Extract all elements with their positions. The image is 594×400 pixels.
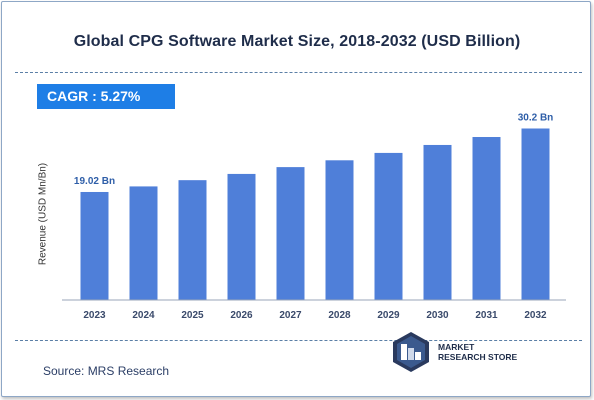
- data-label-2023: 19.02 Bn: [74, 176, 115, 187]
- bar-2024: [129, 186, 158, 300]
- top-divider: [15, 72, 582, 73]
- x-tick-2029: 2029: [377, 310, 400, 321]
- x-tick-2028: 2028: [328, 310, 351, 321]
- cagr-badge: CAGR : 5.27%: [37, 84, 175, 109]
- bar-2032: [521, 128, 550, 300]
- chart-title: Global CPG Software Market Size, 2018-20…: [73, 33, 521, 50]
- data-label-2032: 30.2 Bn: [518, 112, 554, 123]
- logo-line-1: MARKET: [438, 342, 475, 352]
- logo-line-2: RESEARCH STORE: [438, 352, 518, 362]
- market-research-store-logo-icon: [393, 332, 429, 372]
- bar-2031: [472, 137, 501, 300]
- x-tick-2026: 2026: [230, 310, 253, 321]
- bar-2028: [325, 160, 354, 300]
- bar-2027: [276, 167, 305, 300]
- x-tick-2025: 2025: [181, 310, 204, 321]
- bar-2029: [374, 152, 403, 300]
- x-tick-2024: 2024: [132, 310, 155, 321]
- source-note: Source: MRS Research: [43, 364, 170, 378]
- bar-2030: [423, 144, 452, 300]
- x-tick-2032: 2032: [524, 310, 547, 321]
- bar-2026: [227, 173, 256, 300]
- logo-wordmark: MARKET RESEARCH STORE: [438, 342, 517, 362]
- bar-2023: [80, 191, 109, 300]
- x-tick-2030: 2030: [426, 310, 449, 321]
- x-tick-2023: 2023: [83, 310, 106, 321]
- x-tick-2027: 2027: [279, 310, 302, 321]
- bar-2025: [178, 180, 207, 300]
- x-tick-2031: 2031: [475, 310, 498, 321]
- bottom-divider: [15, 340, 582, 341]
